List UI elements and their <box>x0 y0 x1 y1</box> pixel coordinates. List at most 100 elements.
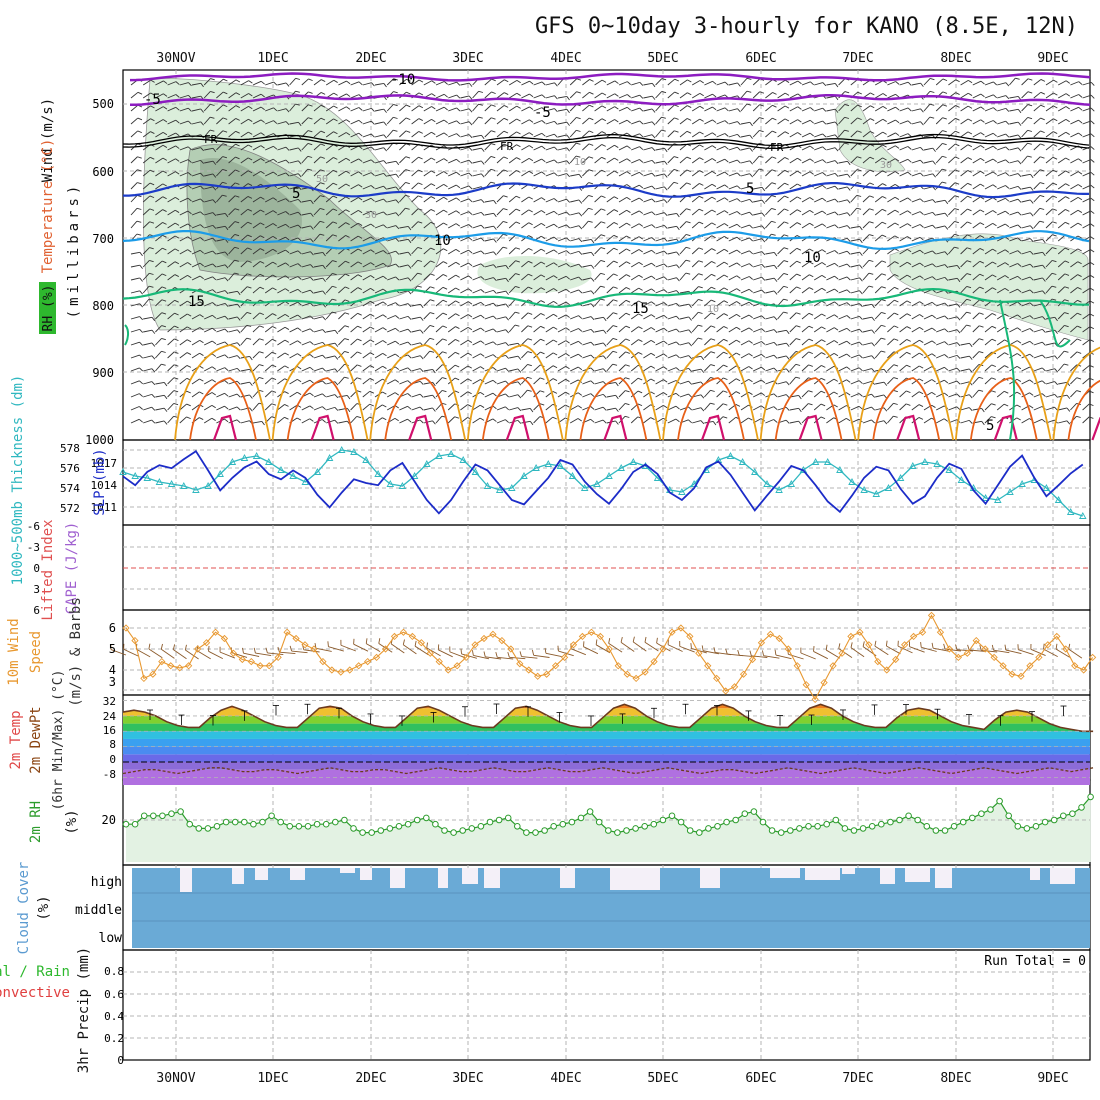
barb-staff <box>740 237 750 242</box>
barb-staff <box>521 338 529 346</box>
wind-barb <box>740 340 753 346</box>
barb-flag <box>991 325 997 329</box>
barb-staff <box>228 130 236 138</box>
barb-staff <box>557 95 567 99</box>
wind-barb <box>789 80 802 86</box>
barb-staff <box>130 169 138 177</box>
barb-flag <box>919 262 924 267</box>
barb-flag <box>480 327 485 332</box>
barb-staff <box>130 91 139 99</box>
wind-barb <box>1033 207 1045 216</box>
barb-flag <box>797 119 802 123</box>
barb-flag <box>431 118 436 123</box>
wind-barb <box>667 78 679 86</box>
wind-barb <box>972 273 984 281</box>
barb-flag <box>638 274 643 278</box>
wind-barb <box>130 182 142 190</box>
barb-staff <box>191 147 201 151</box>
barb-flag <box>345 222 350 225</box>
barb-flag <box>578 315 583 319</box>
wind-barb <box>472 103 483 112</box>
wind-barb <box>691 183 704 190</box>
barb-flag <box>1027 91 1033 94</box>
wind-barb <box>204 199 217 204</box>
barb-flag <box>856 181 862 185</box>
barb-staff <box>521 222 529 229</box>
barb-flag <box>431 131 436 135</box>
barb-staff <box>813 313 822 320</box>
barb-flag <box>1090 133 1095 138</box>
wind-barb <box>826 172 839 177</box>
wind-barb <box>826 224 839 229</box>
wind-barb <box>289 301 302 307</box>
barb-staff <box>960 273 968 281</box>
barb-staff <box>984 120 994 125</box>
wind-barb <box>1009 211 1022 216</box>
barb-staff <box>191 121 201 125</box>
barb-flag <box>992 261 997 265</box>
barb-flag <box>761 251 766 256</box>
barb-flag <box>505 316 509 321</box>
wind-barb <box>264 223 277 229</box>
barb-flag <box>966 285 972 289</box>
barb-staff <box>130 208 138 216</box>
barb-staff <box>265 94 274 99</box>
wind-barb <box>228 130 240 138</box>
wind-barb <box>1082 223 1095 229</box>
barb-flag <box>481 160 485 165</box>
wind-barb <box>777 311 788 320</box>
barb-flag <box>809 158 814 162</box>
wind-barb <box>911 198 924 203</box>
barb-staff <box>204 173 214 177</box>
wind-barb <box>704 196 717 203</box>
wind-barb <box>325 298 337 307</box>
barb-staff <box>277 198 286 203</box>
barb-flag <box>907 107 912 112</box>
barb-staff <box>155 286 163 294</box>
barb-staff <box>533 171 542 177</box>
barb-staff <box>265 133 274 138</box>
wind-barb <box>874 157 887 164</box>
wind-barb <box>387 340 400 346</box>
barb-staff <box>887 248 895 255</box>
barb-staff <box>570 199 580 203</box>
wind-barb <box>618 145 631 151</box>
barb-flag <box>186 339 192 343</box>
barb-flag <box>516 92 521 96</box>
wind-barb <box>728 211 741 216</box>
barb-flag <box>944 200 949 205</box>
wind-barb <box>216 290 229 295</box>
barb-staff <box>313 264 323 268</box>
wind-barb <box>1021 155 1032 164</box>
wind-barb <box>948 246 959 255</box>
wind-barb <box>155 80 168 86</box>
barb-staff <box>387 276 396 281</box>
barb-flag <box>418 79 424 83</box>
barb-staff <box>228 169 236 177</box>
wind-barb <box>130 169 142 177</box>
wind-barb <box>691 337 703 346</box>
barb-flag <box>357 261 363 265</box>
wind-barb <box>960 195 972 203</box>
barb-staff <box>752 117 760 125</box>
wind-barb <box>228 221 240 229</box>
wind-barb <box>728 249 741 255</box>
barb-flag <box>307 130 313 133</box>
barb-flag <box>588 130 594 134</box>
wind-barb <box>508 208 521 216</box>
barb-flag <box>638 326 643 330</box>
barb-staff <box>496 117 505 125</box>
wind-barb <box>630 261 643 268</box>
barb-flag <box>954 233 959 236</box>
barb-flag <box>625 287 631 290</box>
barb-flag <box>222 143 228 146</box>
wind-barb <box>167 132 180 138</box>
barb-staff <box>289 78 296 86</box>
barb-staff <box>594 92 603 99</box>
barb-flag <box>929 116 935 119</box>
wind-barb <box>582 104 594 112</box>
barb-flag <box>528 273 533 277</box>
barb-flag <box>515 285 520 289</box>
barb-staff <box>789 196 798 203</box>
barb-staff <box>972 248 981 255</box>
